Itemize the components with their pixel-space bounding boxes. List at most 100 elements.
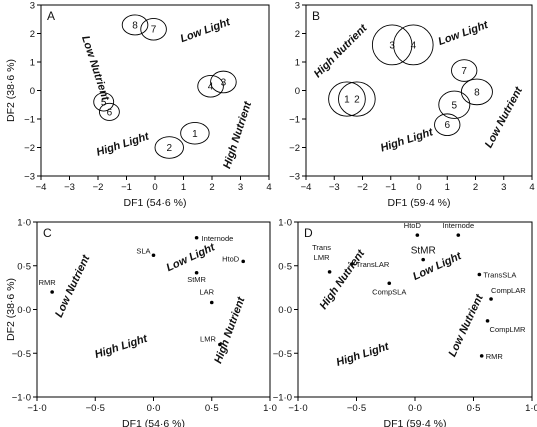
y-tick-label: −0·5: [273, 349, 292, 360]
panel-label: D: [304, 226, 313, 240]
x-tick-label: 4: [529, 182, 534, 193]
y-tick-label: −1·0: [273, 393, 292, 404]
y-tick-label: 0·0: [17, 305, 31, 316]
x-tick-label: 3: [501, 182, 506, 193]
variable-point: [218, 342, 222, 347]
variable-label: TransLAR: [356, 260, 390, 269]
variable-point: [327, 270, 332, 274]
x-tick-label: 1: [181, 182, 186, 193]
x-tick-label: 0·5: [205, 403, 219, 414]
variable-label: TransSLA: [483, 271, 516, 280]
group-ellipse: [121, 14, 149, 36]
group-label: 8: [474, 87, 480, 98]
group-label: 5: [452, 100, 458, 111]
x-tick-label: 2: [209, 182, 214, 193]
x-tick-label: 1·0: [525, 403, 537, 414]
variable-point: [387, 281, 392, 286]
condition-annotation: Low Nutrient: [483, 84, 526, 150]
x-tick-label: −3: [64, 182, 75, 193]
variable-point: [479, 354, 484, 358]
x-tick-label: −1: [121, 182, 132, 193]
x-axis-label: DF1 (59·4 %): [387, 197, 450, 209]
condition-annotation: High Nutrient: [221, 99, 254, 170]
panel-c: −1·0 −0·5 0·0 0·5 1·0 −1·0 −0·5 0·0 0·5 1·0 DF1 (5…: [5, 218, 277, 427]
condition-annotation: High Light: [93, 332, 150, 361]
y-tick-label: 3: [30, 1, 35, 12]
variable-label: CompSLA: [372, 287, 406, 296]
variable-label: StMR: [187, 275, 206, 284]
variable-label: Internode: [442, 221, 474, 230]
group-ellipse: [140, 17, 167, 41]
x-axis-label: DF1 (59·4 %): [383, 418, 446, 427]
x-tick-label: 0·0: [147, 403, 161, 414]
x-tick-label: 0·5: [467, 403, 481, 414]
x-tick-label: −4: [36, 182, 47, 193]
y-tick-label: −3: [289, 172, 300, 183]
y-tick-label: 0·5: [278, 261, 292, 272]
group-label: 3: [221, 77, 227, 88]
x-tick-label: 0·0: [408, 403, 422, 414]
y-tick-label: −1: [289, 115, 300, 126]
variable-point: [350, 262, 354, 266]
y-tick-label: 2: [30, 29, 35, 40]
y-axis-label: DF2 (38·6 %): [5, 59, 17, 122]
group-ellipse: [180, 121, 210, 145]
x-tick-label: 4: [266, 182, 271, 193]
y-tick-label: −1·0: [12, 393, 31, 404]
x-axis-label: DF1 (54·6 %): [123, 197, 186, 209]
group-ellipse: [451, 59, 478, 82]
panel-d: −1·0 −0·5 0·0 0·5 1·0 −1·0 −0·5 0·0 0·5 1·0 DF1 (5…: [273, 218, 537, 427]
group-label: 6: [107, 107, 113, 118]
group-label: 2: [166, 143, 172, 154]
y-axis-label: DF2 (38·6 %): [5, 278, 17, 341]
group-label: 7: [151, 25, 157, 36]
variable-label: LAR: [199, 288, 214, 297]
group-ellipse: [154, 136, 184, 159]
group-label: 5: [101, 97, 107, 108]
condition-annotation: Low Light: [165, 241, 218, 274]
x-axis-label: DF1 (54·6 %): [122, 418, 185, 427]
y-tick-label: 1·0: [278, 218, 292, 229]
y-tick-label: −1: [24, 115, 35, 126]
y-tick-label: −2: [24, 143, 35, 154]
variable-point: [194, 270, 199, 275]
group-ellipse: [371, 24, 413, 66]
condition-annotation: Low Nutrient: [446, 292, 486, 359]
y-tick-label: 1·0: [17, 218, 31, 229]
group-label: 1: [344, 95, 350, 106]
group-ellipse: [93, 92, 115, 112]
variable-label: HtoD: [404, 221, 422, 230]
group-label: 8: [132, 20, 138, 31]
variable-point: [485, 319, 490, 323]
y-tick-label: 0: [295, 86, 300, 97]
group-label: 1: [192, 129, 198, 140]
variable-point: [477, 272, 482, 277]
x-tick-label: −3: [329, 182, 340, 193]
variable-label: RMR: [39, 278, 57, 287]
x-tick-label: −1·0: [27, 403, 46, 414]
y-tick-label: −2: [289, 143, 300, 154]
y-tick-label: 0·0: [278, 305, 292, 316]
condition-annotation: High Light: [379, 126, 436, 155]
x-tick-label: −0·5: [86, 403, 105, 414]
panel-label: A: [47, 9, 55, 23]
y-tick-label: 0: [30, 86, 35, 97]
y-tick-label: 1: [30, 58, 35, 69]
variable-label: CompLAR: [491, 286, 526, 295]
panel-label: B: [312, 9, 320, 23]
variable-point: [415, 233, 420, 237]
plot-frame: [305, 4, 533, 177]
condition-annotation: High Nutrient: [212, 294, 248, 365]
y-tick-label: 1: [295, 58, 300, 69]
panel-label: C: [43, 226, 52, 240]
y-tick-label: 3: [295, 1, 300, 12]
condition-annotation: High Light: [95, 130, 152, 159]
condition-annotation: High Nutrient: [312, 22, 371, 81]
group-ellipse: [438, 90, 471, 119]
y-tick-label: −0·5: [12, 349, 31, 360]
y-tick-label: −3: [24, 172, 35, 183]
group-ellipse: [98, 102, 120, 121]
